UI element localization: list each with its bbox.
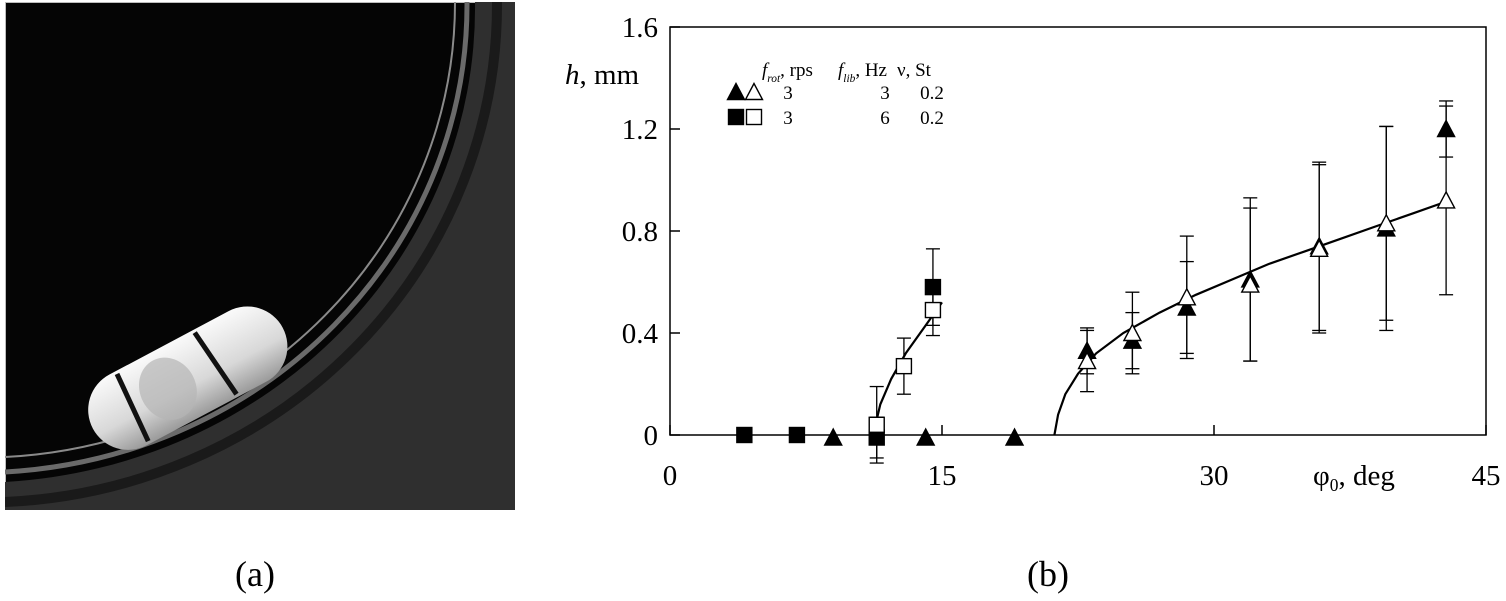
axis-ticks: [669, 26, 1487, 436]
triangle-open-marker: [744, 82, 764, 101]
legend-value: 3: [783, 108, 793, 129]
triangle-filled-marker: [1004, 427, 1025, 446]
legend: frot, rps flib, Hz ν, St 3 3 0.2 3 6 0.2: [726, 60, 944, 129]
y-tick-label: 0.8: [622, 216, 658, 248]
square-filled-marker: [924, 278, 942, 296]
y-tick-label: 0: [644, 420, 659, 452]
y-tick-label: 0.4: [622, 318, 659, 350]
libration-photo: [4, 1, 516, 511]
legend-header: frot, rps: [762, 60, 813, 85]
x-tick-label: 45: [1472, 460, 1501, 492]
square-open-marker: [745, 108, 763, 126]
triangle-open-marker: [1077, 351, 1097, 370]
legend-value: 3: [880, 83, 890, 104]
capsule-body: [88, 306, 288, 450]
triangle-open-marker: [1376, 213, 1396, 232]
square-filled-marker: [788, 426, 806, 444]
rim-highlight-outer: [4, 1, 470, 475]
y-tick-label: 1.2: [622, 114, 658, 146]
legend-value: 0.2: [920, 83, 944, 104]
triangle-open-marker: [1436, 190, 1456, 209]
x-tick-label: 30: [1200, 460, 1229, 492]
capsule-mark-right: [192, 331, 239, 396]
fit-curves: [872, 199, 1451, 436]
triangle-open-marker: [1309, 238, 1329, 258]
legend-value: 3: [783, 83, 793, 104]
x-axis-label: φ0, deg: [1313, 460, 1395, 495]
square-open-marker: [895, 357, 913, 375]
square-filled-marker: [727, 108, 745, 126]
triangle-filled-marker: [1177, 297, 1197, 316]
capsule-mark-left: [114, 372, 151, 443]
tick-labels: 0 15 30 45 0 0.4 0.8 1.2 1.6: [622, 12, 1501, 492]
cylinder-wall: [5, 2, 515, 510]
photo-panel: [4, 1, 516, 511]
legend-value: 0.2: [920, 108, 944, 129]
data-markers: [736, 119, 1456, 446]
triangle-filled-marker: [823, 427, 843, 446]
y-axis-label: h, mm: [565, 59, 640, 91]
square-open-marker: [924, 301, 942, 319]
fit-curve-2: [1053, 199, 1451, 436]
triangle-open-marker: [1177, 287, 1197, 306]
triangle-filled-marker: [916, 427, 936, 446]
caption-a: (a): [235, 554, 275, 594]
square-filled-marker: [736, 426, 753, 444]
triangle-open-marker: [1122, 323, 1143, 342]
triangle-filled-marker: [1436, 119, 1456, 138]
error-bars: [869, 100, 1454, 464]
legend-header: ν, St: [897, 60, 932, 81]
y-tick-label: 1.6: [622, 12, 658, 44]
square-open-marker: [868, 416, 885, 433]
triangle-filled-marker: [726, 82, 746, 101]
legend-header: flib, Hz: [838, 60, 887, 85]
triangle-open-marker: [1240, 274, 1260, 293]
x-tick-label: 15: [928, 460, 957, 492]
caption-b: (b): [1027, 554, 1069, 594]
x-tick-label: 0: [663, 460, 678, 492]
legend-value: 6: [880, 108, 890, 129]
